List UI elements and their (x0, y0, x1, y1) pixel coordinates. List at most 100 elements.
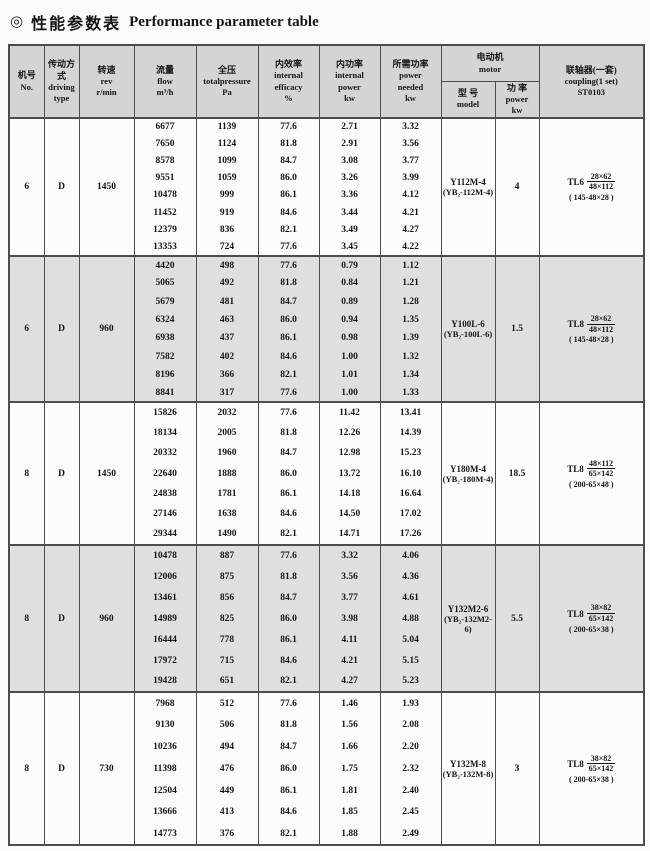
table-row: 22640 1888 86.0 13.72 16.10 (9, 463, 644, 484)
col-header-pressure-zh: 全压 (217, 64, 236, 75)
efficiency-cell: 86.1 (257, 483, 320, 505)
col-header-internal-power-en: internal power kw (335, 70, 364, 104)
efficiency-cell: 77.6 (257, 544, 320, 567)
internal-power-cell: 1.81 (318, 779, 381, 802)
table-row: 13461 856 84.7 3.77 4.61 (9, 587, 644, 609)
flow-cell: 17972 (133, 650, 197, 672)
pressure-cell: 366 (195, 365, 259, 385)
power-needed-cell: 16.64 (379, 483, 442, 505)
internal-power-cell: 3.36 (318, 186, 381, 205)
table-row: 19428 651 82.1 4.27 5.23 (9, 671, 644, 693)
pressure-cell: 506 (195, 713, 259, 736)
col-header-no-zh: 机号 (17, 70, 36, 81)
motor-power-cell: 3 (494, 691, 540, 846)
table-block: 6 D 960 4420 498 77.6 0.79 1.12 Y100L-6 (YB₂-100L… (8, 254, 645, 403)
power-needed-cell: 1.35 (379, 310, 442, 330)
internal-power-cell: 3.44 (318, 204, 381, 222)
bullseye-icon: ◎ (10, 13, 24, 30)
power-needed-cell: 1.28 (379, 292, 442, 311)
col-header-internal-power: 内功率 internal power kw (318, 44, 381, 119)
coupling-fraction-bottom: 48×112 (588, 182, 614, 192)
flow-cell: 13666 (133, 801, 197, 824)
power-needed-cell: 1.93 (379, 691, 442, 714)
pressure-cell: 476 (195, 757, 259, 780)
efficiency-cell: 81.8 (257, 274, 320, 293)
pressure-cell: 449 (195, 779, 259, 802)
power-needed-cell: 17.02 (379, 504, 442, 525)
pressure-cell: 494 (195, 735, 259, 758)
table-row: 8841 317 77.6 1.00 1.33 (9, 384, 644, 403)
coupling-prefix: TL8 (567, 463, 584, 474)
col-header-power-needed-en: power needed kw (397, 70, 424, 104)
power-needed-cell: 14.39 (379, 422, 442, 444)
coupling-fraction-top: 38×82 (586, 603, 616, 615)
efficiency-cell: 84.6 (257, 650, 320, 672)
driving-type-cell: D (43, 254, 80, 403)
motor-model-cell: Y180M-4 (YB₂-180M-4) (440, 401, 496, 546)
efficiency-cell: 82.1 (257, 823, 320, 846)
coupling-prefix: TL8 (567, 758, 584, 769)
table-row: 13666 413 84.6 1.85 2.45 (9, 801, 644, 824)
internal-power-cell: 1.01 (318, 365, 381, 385)
table-row: 14989 825 86.0 3.98 4.88 (9, 608, 644, 630)
power-needed-cell: 3.77 (379, 152, 442, 170)
pressure-cell: 1059 (195, 169, 259, 187)
page-title-en: Performance parameter table (129, 13, 319, 30)
efficiency-cell: 81.8 (257, 713, 320, 736)
pressure-cell: 1638 (195, 504, 259, 525)
pressure-cell: 2005 (195, 422, 259, 444)
col-header-model-en: model (456, 99, 480, 110)
power-needed-cell: 1.39 (379, 329, 442, 348)
table-row: 5065 492 81.8 0.84 1.21 (9, 274, 644, 293)
pressure-cell: 376 (195, 823, 259, 846)
power-needed-cell: 3.99 (379, 169, 442, 187)
motor-power-cell: 5.5 (494, 544, 540, 693)
coupling-fraction: 38×82 65×142 (586, 603, 616, 623)
coupling-prefix: TL8 (567, 608, 584, 619)
pressure-cell: 437 (195, 329, 259, 348)
motor-model-cell: Y100L-6 (YB₂-100L-6) (440, 254, 496, 403)
motor-model-line2: (YB₂-100L-6) (443, 329, 493, 340)
flow-cell: 6324 (133, 310, 197, 330)
flow-cell: 7650 (133, 134, 197, 153)
table-row: 29344 1490 82.1 14.71 17.26 (9, 524, 644, 546)
internal-power-cell: 0.79 (318, 254, 381, 275)
pressure-cell: 651 (195, 671, 259, 693)
pressure-cell: 413 (195, 801, 259, 824)
internal-power-cell: 14.50 (318, 504, 381, 525)
internal-power-cell: 3.08 (318, 152, 381, 170)
flow-cell: 8578 (133, 152, 197, 170)
efficiency-cell: 77.6 (257, 254, 320, 275)
efficiency-cell: 82.1 (257, 671, 320, 693)
flow-cell: 13461 (133, 587, 197, 609)
power-needed-cell: 2.49 (379, 823, 442, 846)
table-row: 16444 778 86.1 4.11 5.04 (9, 629, 644, 651)
efficiency-cell: 82.1 (257, 221, 320, 239)
internal-power-cell: 0.94 (318, 310, 381, 330)
table-row: 8 D 960 10478 887 77.6 3.32 4.06 Y132M2-6 (YB₂-13… (8, 544, 645, 693)
power-needed-cell: 3.56 (379, 134, 442, 153)
col-header-internal-power-zh: 内功率 (335, 59, 363, 70)
internal-power-cell: 2.91 (318, 134, 381, 153)
power-needed-cell: 4.12 (379, 186, 442, 205)
coupling-cell: TL8 38×82 65×142( 200-65×38 ) (538, 544, 645, 693)
power-needed-cell: 4.61 (379, 587, 442, 609)
efficiency-cell: 82.1 (257, 365, 320, 385)
coupling-fraction: 38×82 65×142 (586, 754, 616, 774)
coupling-cell: TL8 38×82 65×142( 200-65×38 ) (538, 691, 645, 846)
coupling-fraction-bottom: 65×142 (588, 469, 614, 479)
efficiency-cell: 86.1 (257, 779, 320, 802)
table-row: 13353 724 77.6 3.45 4.22 (9, 238, 644, 256)
pressure-cell: 402 (195, 347, 259, 366)
page-title: ◎ 性能参数表 Performance parameter table (8, 6, 643, 44)
flow-cell: 14989 (133, 608, 197, 630)
coupling-note: ( 145-48×28 ) (568, 192, 614, 202)
internal-power-cell: 3.32 (318, 544, 381, 567)
internal-power-cell: 3.77 (318, 587, 381, 609)
power-needed-cell: 2.40 (379, 779, 442, 802)
machine-no-cell: 6 (8, 116, 45, 256)
table-row: 6938 437 86.1 0.98 1.39 (9, 329, 644, 348)
motor-power-cell: 1.5 (494, 254, 540, 403)
machine-no-cell: 8 (8, 691, 45, 846)
